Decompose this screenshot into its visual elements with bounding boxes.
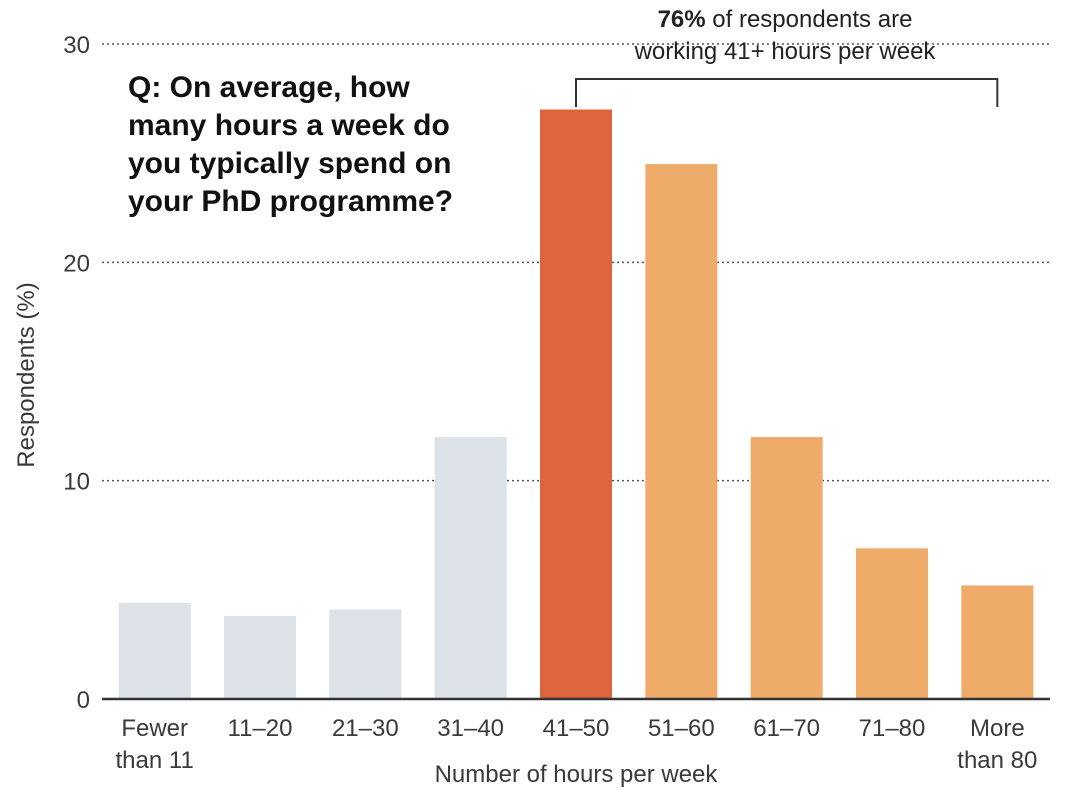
x-tick-label: 21–30 <box>332 715 399 742</box>
x-tick-labels: Fewer than 11 11–20 21–30 31–40 41–50 51–60 61–… <box>116 715 1038 774</box>
bars <box>118 109 1034 700</box>
chart-question: Q: On average, how many hours a week do yo… <box>128 71 453 218</box>
question-line: you typically spend on <box>128 147 451 180</box>
bar <box>434 437 507 699</box>
x-tick-label: 51–60 <box>648 715 715 742</box>
bar <box>961 585 1034 699</box>
y-tick-label: 10 <box>63 469 90 496</box>
bar <box>750 437 823 699</box>
y-tick-label: 20 <box>63 250 90 277</box>
y-tick-label: 30 <box>63 32 90 59</box>
x-tick-label: 61–70 <box>753 715 820 742</box>
x-tick-label: 41–50 <box>543 715 610 742</box>
x-tick-label: More <box>970 715 1025 742</box>
bar <box>224 616 296 699</box>
question-line: your PhD programme? <box>128 185 453 218</box>
bar <box>645 164 718 700</box>
x-tick-label: than 11 <box>116 747 194 774</box>
y-tick-label: 0 <box>77 687 90 714</box>
x-axis-title: Number of hours per week <box>435 761 719 788</box>
callout-line-2: working 41+ hours per week <box>634 38 937 65</box>
x-tick-label: 11–20 <box>228 715 293 742</box>
x-tick-label: than 80 <box>957 747 1037 774</box>
callout-highlight: 76% <box>658 6 706 33</box>
question-line: many hours a week do <box>128 109 450 142</box>
gridlines <box>102 43 1050 482</box>
bar <box>118 602 191 699</box>
question-line: Q: On average, how <box>128 71 410 104</box>
callout-bracket <box>575 78 999 107</box>
bar <box>329 609 402 699</box>
bar <box>540 109 612 699</box>
y-tick-labels: 0 10 20 30 <box>63 32 90 714</box>
callout-line-1: 76% of respondents are <box>658 6 913 33</box>
x-tick-label: 71–80 <box>859 715 926 742</box>
y-axis-title: Respondents (%) <box>13 282 40 467</box>
callout-line-1-rest: of respondents are <box>706 6 913 33</box>
x-tick-label: 31–40 <box>437 715 504 742</box>
callout-annotation: 76% of respondents are working 41+ hours… <box>575 6 999 107</box>
x-tick-label: Fewer <box>121 715 188 742</box>
bar <box>856 548 928 699</box>
